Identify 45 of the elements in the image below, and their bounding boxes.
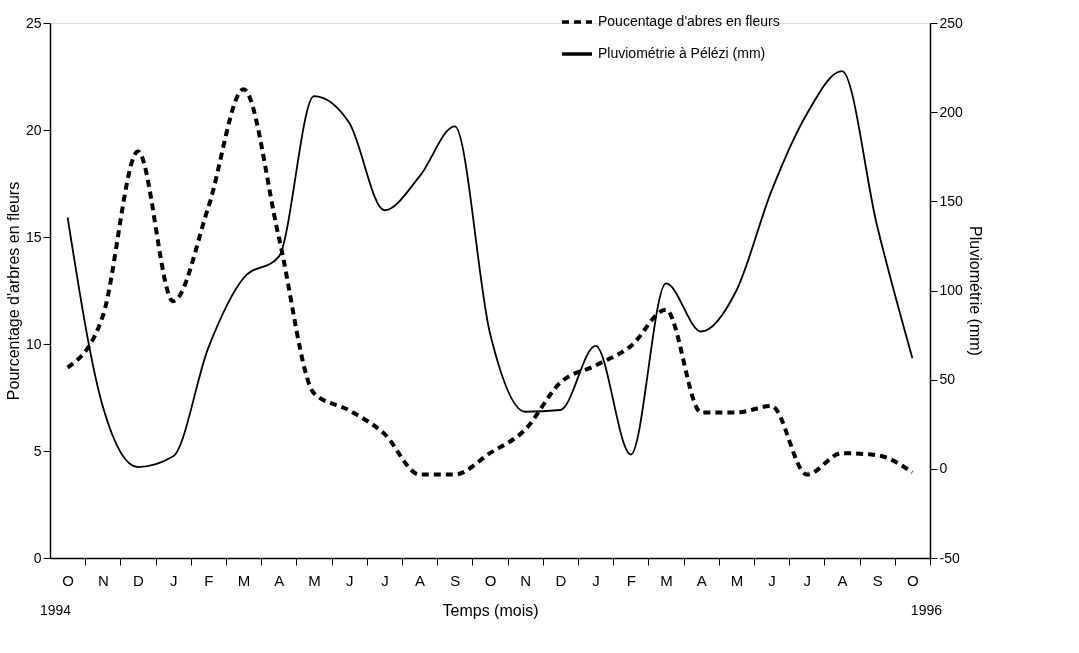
- y-tick-label: 0: [33, 549, 42, 566]
- y2-tick-label: 150: [939, 192, 964, 209]
- x-tick-label: D: [555, 571, 567, 589]
- x-tick-label: A: [415, 571, 426, 589]
- text: 1996: [910, 602, 943, 618]
- x-tick-label: O: [62, 571, 74, 589]
- y-tick-label: 15: [25, 228, 42, 245]
- legend-label: Pluviométrie à Pélézi (mm): [598, 45, 766, 61]
- y-tick-label: 10: [25, 335, 42, 352]
- y2-tick-label: -50: [939, 549, 960, 566]
- x-tick-label: M: [730, 571, 744, 589]
- x-axis-title: Temps (mois): [442, 601, 539, 619]
- x-tick-label: D: [133, 571, 145, 589]
- y2-axis-title: Pluviométrie (mm): [966, 226, 984, 356]
- x-tick-label: J: [345, 571, 354, 589]
- y2-tick-label: 0: [939, 460, 948, 477]
- y-tick-label: 5: [33, 442, 42, 459]
- x-tick-label: J: [169, 571, 178, 589]
- y-axis-title: Pourcentage d'arbres en fleurs: [4, 181, 22, 401]
- y-tick-label: 25: [25, 14, 42, 31]
- y-tick-label: 20: [25, 121, 42, 138]
- x-tick-label: M: [660, 571, 673, 589]
- y2-tick-label: 250: [939, 14, 964, 31]
- x-tick-label: J: [803, 571, 812, 589]
- x-tick-label: M: [237, 571, 251, 589]
- x-tick-label: J: [592, 571, 600, 589]
- x-tick-label: A: [837, 571, 848, 589]
- x-tick-label: F: [626, 571, 636, 589]
- x-tick-label: N: [97, 571, 109, 589]
- text: 1994: [40, 602, 72, 618]
- x-tick-label: J: [381, 571, 389, 589]
- x-tick-label: S: [872, 571, 883, 589]
- y2-tick-label: 50: [939, 371, 956, 388]
- x-tick-label: N: [520, 571, 532, 589]
- x-tick-label: M: [308, 571, 321, 589]
- x-tick-label: F: [204, 571, 214, 589]
- x-tick-label: A: [696, 571, 707, 589]
- y2-tick-label: 200: [939, 103, 964, 120]
- legend-label: Poucentage d'abres en fleurs: [598, 13, 780, 29]
- x-tick-label: A: [274, 571, 285, 589]
- x-tick-label: J: [768, 571, 776, 589]
- y2-tick-label: 100: [939, 282, 964, 298]
- x-tick-label: S: [450, 571, 461, 589]
- x-tick-label: O: [907, 571, 919, 589]
- x-tick-label: O: [484, 571, 497, 589]
